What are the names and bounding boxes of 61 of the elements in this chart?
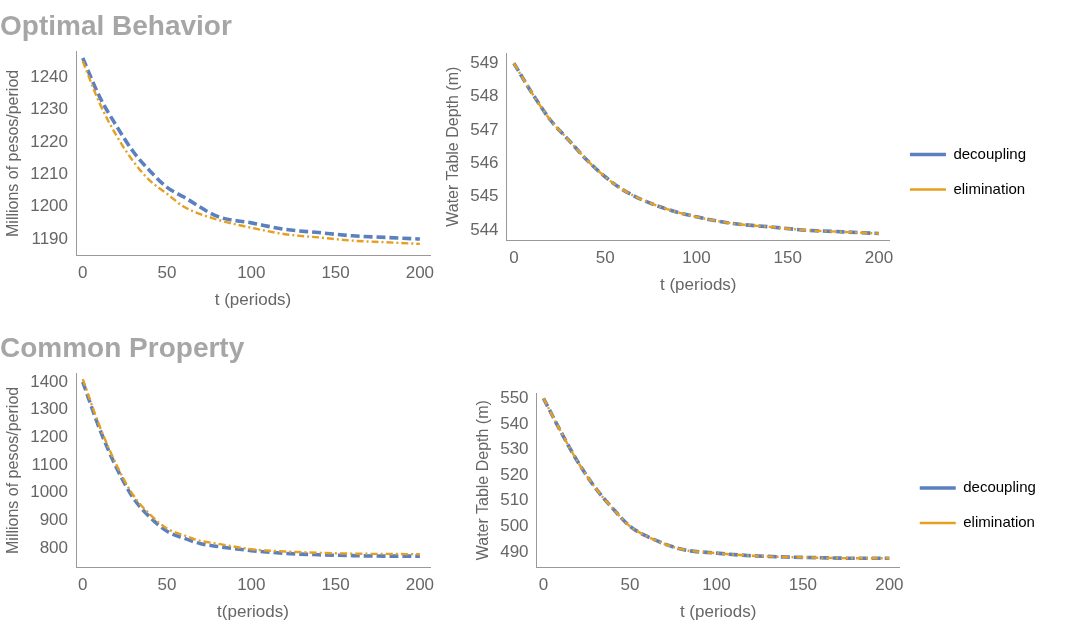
x-tick-label: 200 bbox=[864, 248, 894, 268]
y-tick-label: 545 bbox=[470, 186, 499, 206]
legend-label: elimination bbox=[953, 179, 1026, 197]
x-tick-label: 100 bbox=[682, 248, 711, 268]
y-tick-label: 1200 bbox=[30, 426, 69, 446]
y-tick-label: 520 bbox=[500, 464, 529, 484]
x-tick-label: 0 bbox=[78, 263, 88, 283]
x-tick-label: 200 bbox=[875, 575, 904, 595]
y-tick-label: 900 bbox=[39, 509, 69, 529]
y-tick-label: 1400 bbox=[30, 371, 69, 391]
y-tick-label: 530 bbox=[500, 439, 529, 459]
line-series bbox=[541, 396, 892, 561]
y-tick-label: 1230 bbox=[30, 99, 69, 119]
x-axis-title: t (periods) bbox=[679, 602, 757, 622]
x-tick-label: 100 bbox=[237, 263, 266, 283]
x-tick-label: 50 bbox=[157, 575, 177, 595]
y-tick-label: 490 bbox=[500, 541, 529, 561]
y-tick-label: 510 bbox=[500, 490, 529, 510]
y-tick-label: 1190 bbox=[31, 228, 69, 248]
y-axis-title: Water Table Depth (m) bbox=[444, 66, 462, 227]
y-tick-label: 547 bbox=[470, 119, 499, 139]
x-tick-label: 50 bbox=[157, 263, 177, 283]
x-tick-label: 150 bbox=[773, 248, 802, 268]
y-axis-title: Millions of pesos/period bbox=[4, 386, 22, 554]
chart-title: Optimal Behavior bbox=[0, 9, 232, 41]
y-tick-label: 1210 bbox=[30, 164, 69, 184]
x-axis-title: t(periods) bbox=[217, 602, 289, 622]
y-axis-title: Water Table Depth (m) bbox=[474, 400, 492, 561]
x-tick-label: 100 bbox=[702, 575, 731, 595]
y-tick-label: 1000 bbox=[30, 482, 69, 502]
y-tick-label: 548 bbox=[470, 86, 499, 106]
legend-label: decoupling bbox=[963, 478, 1036, 496]
x-tick-label: 50 bbox=[595, 248, 615, 268]
x-tick-label: 150 bbox=[788, 575, 818, 595]
y-tick-label: 1240 bbox=[30, 67, 69, 87]
y-tick-label: 1300 bbox=[30, 399, 69, 419]
y-tick-label: 800 bbox=[39, 537, 69, 557]
y-tick-label: 1220 bbox=[30, 131, 69, 151]
x-tick-label: 100 bbox=[237, 575, 266, 595]
y-tick-label: 500 bbox=[500, 515, 529, 535]
y-tick-label: 544 bbox=[470, 219, 499, 239]
x-axis-title: t (periods) bbox=[214, 290, 292, 310]
x-tick-label: 200 bbox=[405, 263, 435, 283]
x-tick-label: 0 bbox=[509, 248, 519, 268]
x-tick-label: 0 bbox=[538, 575, 549, 595]
x-axis-title: t (periods) bbox=[659, 275, 737, 295]
chart-title: Common Property bbox=[0, 331, 245, 363]
y-tick-label: 546 bbox=[470, 153, 499, 173]
y-axis-title: Millions of pesos/period bbox=[4, 69, 22, 237]
legend-label: elimination bbox=[963, 513, 1035, 531]
y-tick-label: 549 bbox=[470, 52, 499, 72]
x-tick-label: 150 bbox=[321, 263, 350, 283]
y-tick-label: 1100 bbox=[31, 454, 69, 474]
x-tick-label: 0 bbox=[78, 575, 88, 595]
y-tick-label: 550 bbox=[500, 388, 529, 408]
x-tick-label: 200 bbox=[405, 575, 435, 595]
legend-label: decoupling bbox=[953, 144, 1026, 162]
y-tick-label: 540 bbox=[500, 413, 529, 433]
x-tick-label: 50 bbox=[620, 575, 640, 595]
y-tick-label: 1200 bbox=[30, 196, 69, 216]
x-tick-label: 150 bbox=[321, 575, 350, 595]
